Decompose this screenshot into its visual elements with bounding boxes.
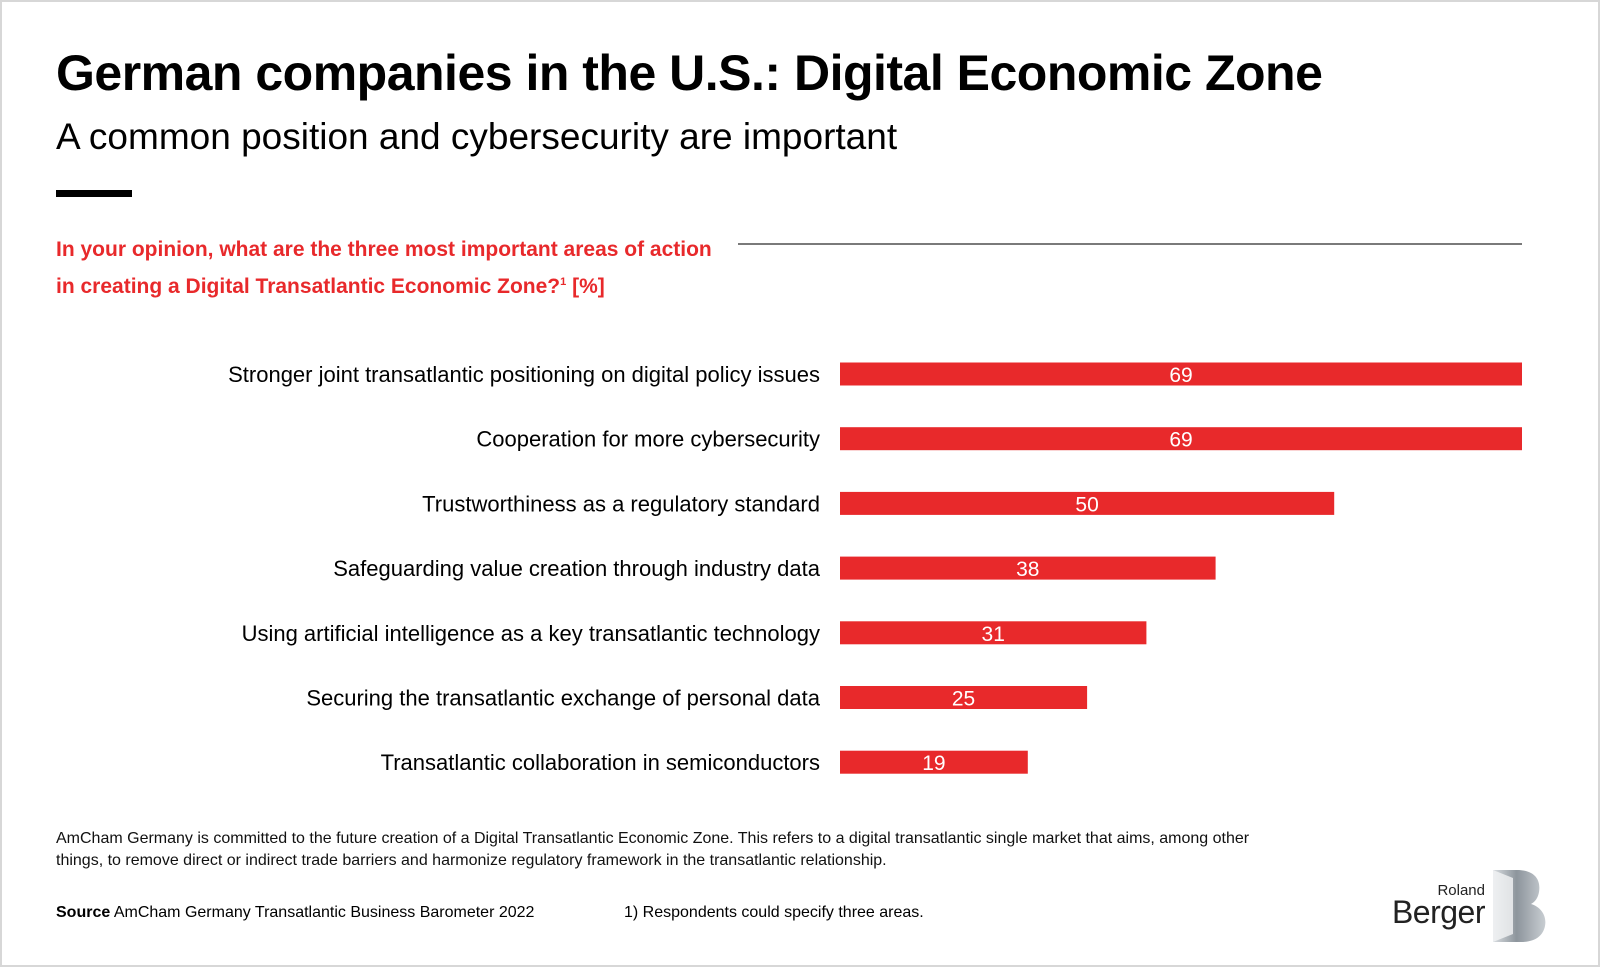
bar [840,686,1088,709]
bar-value-label: 69 [1169,429,1192,452]
footer-note: AmCham Germany is committed to the futur… [56,830,1250,869]
logo-b-mark-icon [1493,870,1546,942]
bar-value-label: 31 [982,623,1005,646]
bar [840,556,1216,580]
category-label: Cooperation for more cybersecurity [476,427,820,452]
bar-value-label: 38 [1016,558,1039,581]
question-text: In your opinion, what are the three most… [56,238,712,298]
bar-value-label: 19 [922,752,945,775]
question-footnote-marker: 1 [560,276,567,288]
source-text: AmCham Germany Transatlantic Business Ba… [113,904,535,921]
category-label: Transatlantic collaboration in semicondu… [381,750,820,775]
source-line: Source AmCham Germany Transatlantic Busi… [56,904,534,922]
logo-text-berger: Berger [1391,894,1486,930]
bar-value-label: 50 [1075,493,1098,516]
page-subtitle: A common position and cybersecurity are … [56,116,898,157]
bar [840,491,1335,515]
footnote: 1) Respondents could specify three areas… [624,904,924,921]
page-title: German companies in the U.S.: Digital Ec… [56,45,1323,101]
category-label: Using artificial intelligence as a key t… [242,621,820,646]
bar-value-label: 25 [952,688,975,711]
source-label: Source [56,904,111,921]
bar [840,362,1522,386]
survey-question: In your opinion, what are the three most… [56,234,736,303]
logo-text-roland: Roland [1437,882,1485,899]
bar-chart: Stronger joint transatlantic positioning… [228,362,1522,775]
bar [840,750,1028,774]
category-label: Safeguarding value creation through indu… [333,556,821,581]
question-unit: [%] [572,275,605,298]
bar [840,621,1147,645]
roland-berger-logo: Roland Berger [1392,870,1547,944]
bar [840,427,1522,451]
title-accent-bar [56,190,132,197]
question-divider [738,243,1522,245]
category-label: Stronger joint transatlantic positioning… [228,362,820,387]
category-label: Trustworthiness as a regulatory standard [422,491,820,516]
bar-value-label: 69 [1169,364,1192,387]
category-label: Securing the transatlantic exchange of p… [306,686,820,711]
